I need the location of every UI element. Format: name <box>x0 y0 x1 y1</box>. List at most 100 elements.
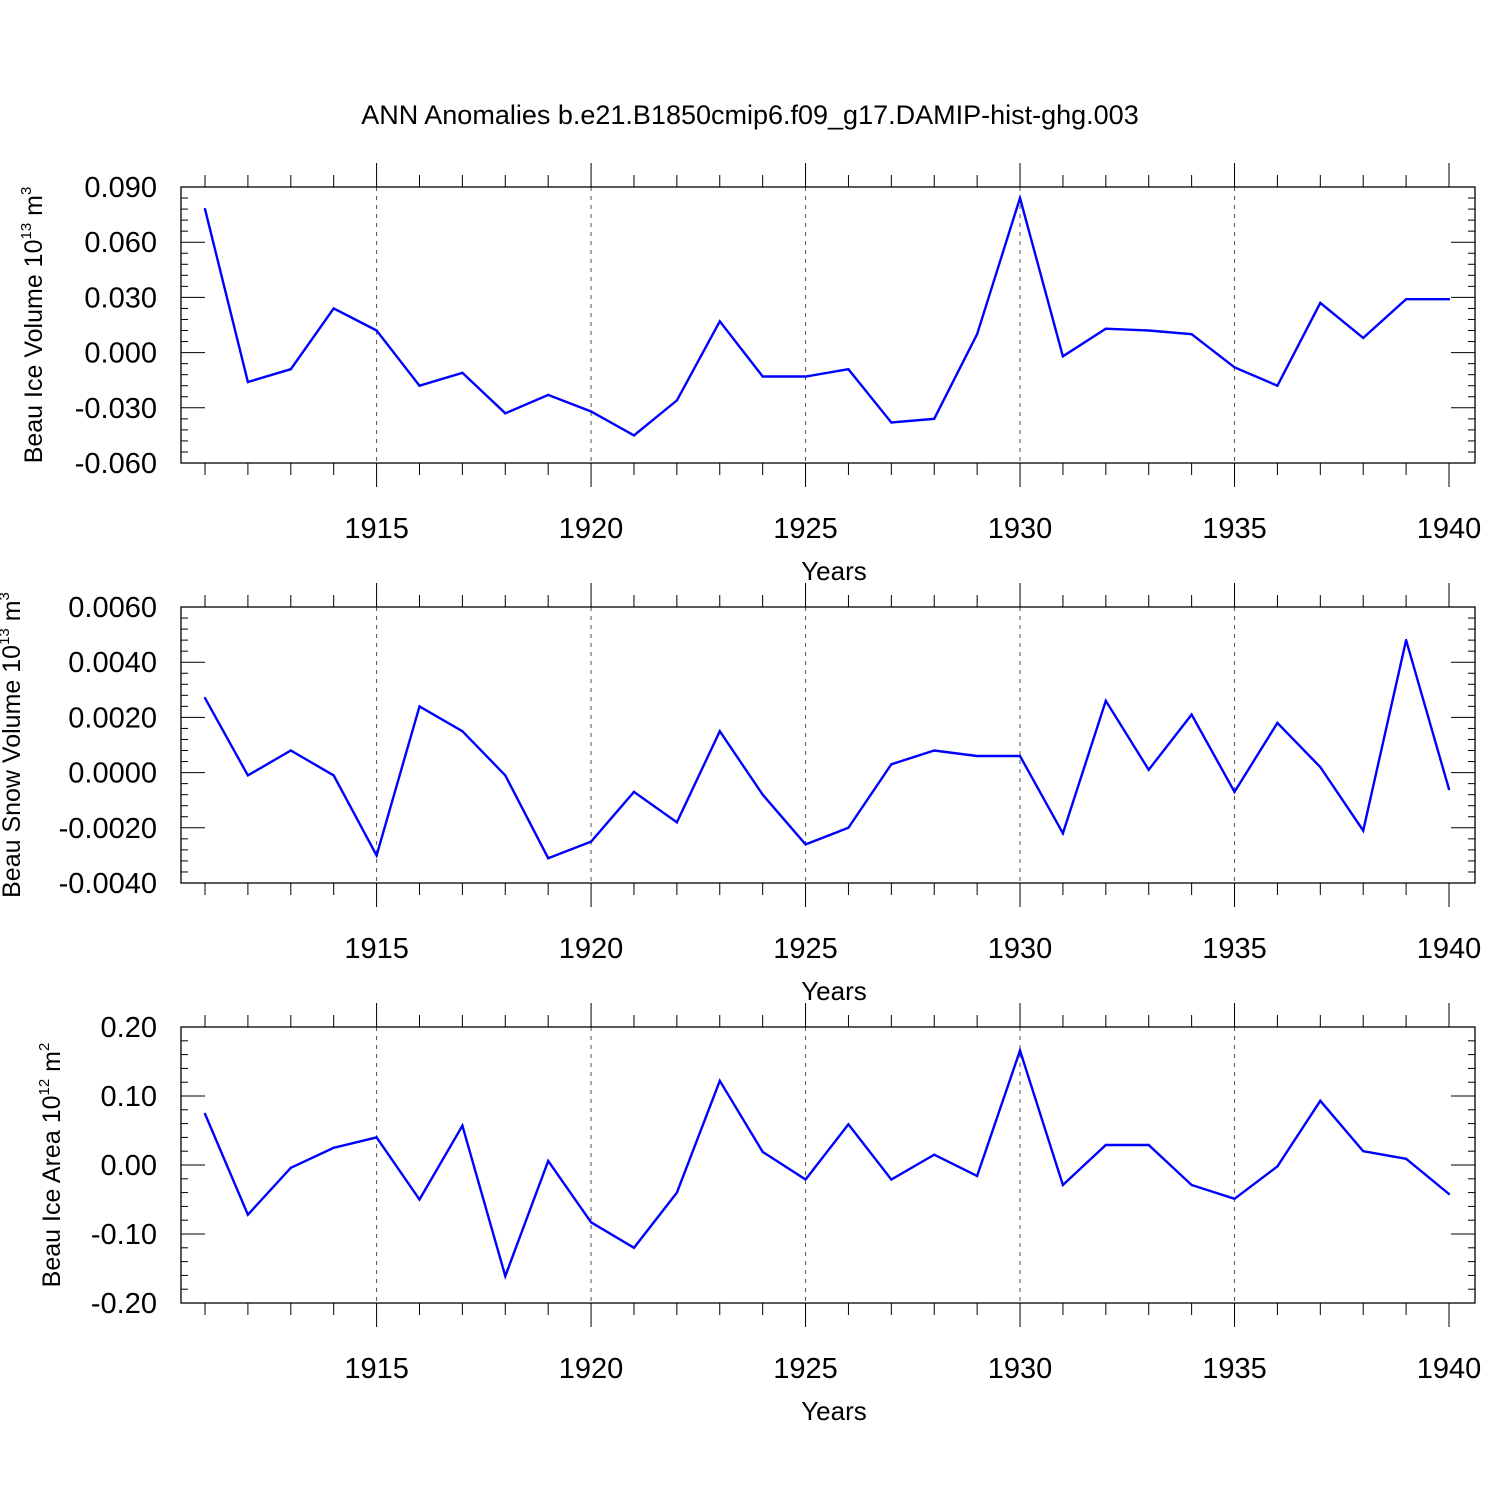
data-point <box>589 840 593 843</box>
x-tick-label: 1930 <box>988 513 1053 545</box>
x-tick-label: 1935 <box>1202 513 1267 545</box>
y-tick-label: -0.10 <box>91 1219 157 1251</box>
data-point <box>1362 336 1365 340</box>
data-point <box>675 399 679 402</box>
x-tick-label: 1920 <box>559 1353 624 1385</box>
data-point <box>847 826 850 829</box>
y-tick-label: -0.060 <box>75 448 157 480</box>
data-point <box>761 375 764 378</box>
y-axis-label: Beau Ice Area 1012 m2 <box>36 1043 66 1288</box>
y-tick-label: 0.0040 <box>68 647 157 679</box>
data-point <box>933 1153 936 1156</box>
data-point <box>890 1178 893 1181</box>
y-tick-label: 0.090 <box>84 172 157 204</box>
y-tick-label: 0.060 <box>84 227 157 259</box>
data-point <box>761 793 764 796</box>
data-point <box>246 1213 250 1216</box>
data-point <box>1276 1165 1279 1168</box>
data-point <box>718 320 721 323</box>
data-point <box>1233 790 1236 794</box>
panel-2: -0.0040 -0.0020 0.0000 0.0020 0.0040 0.0060 19… <box>0 583 1481 1006</box>
y-tick-label: 0.20 <box>101 1012 157 1044</box>
panels: -0.060 -0.030 0.000 0.030 0.060 0.090 1915 1920… <box>0 163 1481 1426</box>
x-tick-label: 1915 <box>344 1353 409 1385</box>
data-point <box>546 1159 550 1163</box>
series-line <box>203 1046 1450 1280</box>
data-point <box>675 1191 679 1194</box>
data-point <box>1061 832 1065 835</box>
data-point <box>1319 301 1322 305</box>
data-point <box>418 384 421 387</box>
data-point <box>975 333 979 336</box>
data-point <box>1190 713 1193 716</box>
data-point <box>804 843 807 846</box>
data-point <box>718 1079 721 1083</box>
data-point <box>1018 196 1022 200</box>
data-point <box>1233 1197 1236 1201</box>
plot-frame <box>180 606 1476 884</box>
data-point <box>375 854 378 857</box>
data-point <box>1362 829 1365 832</box>
y-tick-label: -0.0020 <box>59 813 157 845</box>
panel-1: -0.060 -0.030 0.000 0.030 0.060 0.090 1915 1920… <box>18 163 1481 586</box>
data-point <box>375 329 378 332</box>
data-point <box>1276 721 1279 725</box>
data-point <box>632 790 636 794</box>
data-point <box>718 730 721 733</box>
y-tick-label: 0.0060 <box>68 592 157 624</box>
data-point <box>890 421 893 424</box>
data-point <box>1061 1183 1065 1187</box>
data-point <box>504 1274 507 1278</box>
series-line <box>203 639 1451 860</box>
data-point <box>1104 1143 1108 1147</box>
y-tick-label: 0.000 <box>84 338 157 370</box>
data-point <box>289 367 292 371</box>
data-point <box>1362 1150 1365 1153</box>
data-point <box>203 207 207 211</box>
x-tick-label: 1940 <box>1417 933 1482 965</box>
data-point <box>1147 1143 1150 1147</box>
data-point <box>1233 366 1236 369</box>
data-point <box>461 730 464 733</box>
data-point <box>1447 787 1451 791</box>
data-point <box>418 705 421 708</box>
data-point <box>632 1246 636 1250</box>
data-point <box>1104 327 1108 330</box>
data-point <box>332 307 335 310</box>
x-tick-label: 1935 <box>1202 933 1267 965</box>
data-point <box>1276 384 1279 387</box>
y-tick-label: -0.030 <box>75 393 157 425</box>
data-point <box>1104 699 1108 703</box>
data-point <box>804 375 807 378</box>
y-axis-label: Beau Snow Volume 1013 m3 <box>0 592 26 898</box>
y-tick-label: 0.030 <box>84 282 157 314</box>
data-point <box>1447 298 1451 301</box>
y-tick-label: -0.20 <box>91 1288 157 1320</box>
data-point <box>675 821 679 824</box>
plot-frame <box>180 186 1476 464</box>
x-tick-label: 1940 <box>1417 1353 1482 1385</box>
data-point <box>289 749 292 752</box>
y-axis-label: Beau Ice Volume 1013 m3 <box>18 187 48 464</box>
data-point <box>1319 1099 1322 1103</box>
x-axis-label: Years <box>801 976 867 1006</box>
panel-3: -0.20 -0.10 0.00 0.10 0.20 1915 1920 1925 1930 19… <box>36 1003 1481 1426</box>
data-point <box>589 1221 593 1224</box>
x-tick-label: 1925 <box>773 933 838 965</box>
data-point <box>289 1166 292 1169</box>
data-point <box>1404 1157 1408 1160</box>
data-point <box>1319 765 1322 769</box>
data-point <box>761 1150 764 1154</box>
figure-title: ANN Anomalies b.e21.B1850cmip6.f09_g17.D… <box>361 100 1138 130</box>
data-point <box>332 1146 335 1149</box>
data-point <box>1147 768 1150 772</box>
data-point <box>203 696 207 700</box>
series-line <box>203 193 1449 437</box>
x-tick-label: 1935 <box>1202 1353 1267 1385</box>
x-tick-label: 1915 <box>344 513 409 545</box>
data-point <box>1447 1192 1451 1196</box>
data-point <box>504 774 507 777</box>
data-point <box>1061 355 1065 358</box>
x-tick-label: 1940 <box>1417 513 1482 545</box>
